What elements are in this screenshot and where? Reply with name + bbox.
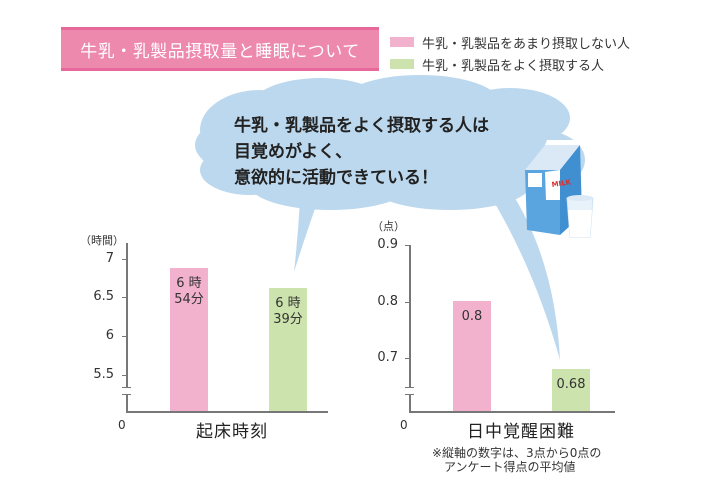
y-axis-unit: （時間） bbox=[80, 234, 124, 247]
y-axis-unit: （点） bbox=[372, 220, 405, 233]
y-tick: 6 bbox=[105, 328, 114, 343]
svg-text:MILK: MILK bbox=[551, 178, 572, 189]
y-tick: 0.9 bbox=[377, 237, 398, 252]
page-title: 牛乳・乳製品摂取量と睡眠について bbox=[80, 41, 360, 62]
y-tick: 5.5 bbox=[93, 367, 114, 382]
zero-label: 0 bbox=[118, 418, 126, 432]
y-tick: 0.8 bbox=[377, 294, 398, 309]
x-category-label: 起床時刻 bbox=[196, 422, 268, 442]
y-tick: 6.5 bbox=[93, 289, 114, 304]
tick-mark bbox=[405, 358, 410, 359]
tick-mark bbox=[122, 375, 127, 376]
x-axis bbox=[409, 411, 615, 413]
legend-label: 牛乳・乳製品をよく摂取する人 bbox=[422, 58, 605, 74]
y-tick: 7 bbox=[105, 251, 114, 266]
bar-low-intake: 6 時 54分 bbox=[170, 268, 208, 411]
legend-item-low: 牛乳・乳製品をあまり摂取しない人 bbox=[390, 31, 630, 53]
bar-value-label: 6 時 54分 bbox=[174, 276, 204, 307]
bar-high-intake: 6 時 39分 bbox=[269, 288, 307, 411]
bar-value-label: 0.68 bbox=[556, 377, 586, 392]
x-axis bbox=[126, 411, 328, 413]
legend: 牛乳・乳製品をあまり摂取しない人 牛乳・乳製品をよく摂取する人 bbox=[390, 31, 630, 75]
axis-break-mark bbox=[405, 394, 414, 395]
bubble-line: 牛乳・乳製品をよく摂取する人は bbox=[234, 116, 489, 136]
tick-mark bbox=[122, 259, 127, 260]
milk-glass-icon bbox=[566, 195, 594, 238]
x-category-label: 日中覚醒困難 bbox=[467, 422, 575, 442]
axis-break-mark bbox=[122, 394, 131, 395]
tick-mark bbox=[405, 245, 410, 246]
legend-swatch-pink bbox=[390, 37, 414, 47]
bubble-message: 牛乳・乳製品をよく摂取する人は 目覚めがよく、 意欲的に活動できている！ bbox=[234, 113, 489, 191]
axis-break-mark bbox=[122, 387, 131, 388]
tick-mark bbox=[405, 302, 410, 303]
bubble-line: 意欲的に活動できている！ bbox=[234, 168, 438, 188]
bar-high-intake: 0.68 bbox=[552, 369, 590, 411]
zero-label: 0 bbox=[400, 418, 408, 432]
y-axis bbox=[126, 243, 128, 388]
legend-label: 牛乳・乳製品をあまり摂取しない人 bbox=[422, 36, 631, 52]
bar-value-label: 6 時 39分 bbox=[273, 296, 303, 327]
title-banner: 牛乳・乳製品摂取量と睡眠について bbox=[61, 27, 379, 71]
y-axis-lower bbox=[409, 394, 411, 412]
axis-break-mark bbox=[405, 387, 414, 388]
bar-low-intake: 0.8 bbox=[453, 301, 491, 411]
tick-mark bbox=[122, 336, 127, 337]
y-axis-lower bbox=[126, 394, 128, 412]
tick-mark bbox=[122, 297, 127, 298]
legend-item-high: 牛乳・乳製品をよく摂取する人 bbox=[390, 53, 630, 75]
footnote: ※縦軸の数字は、3点から0点の アンケート得点の平均値 bbox=[432, 446, 601, 474]
legend-swatch-green bbox=[390, 59, 414, 69]
y-axis bbox=[409, 245, 411, 388]
footnote-line: アンケート得点の平均値 bbox=[432, 460, 576, 474]
y-tick: 0.7 bbox=[377, 350, 398, 365]
footnote-line: ※縦軸の数字は、3点から0点の bbox=[432, 446, 602, 460]
bubble-line: 目覚めがよく、 bbox=[234, 142, 353, 162]
bar-value-label: 0.8 bbox=[461, 309, 483, 324]
